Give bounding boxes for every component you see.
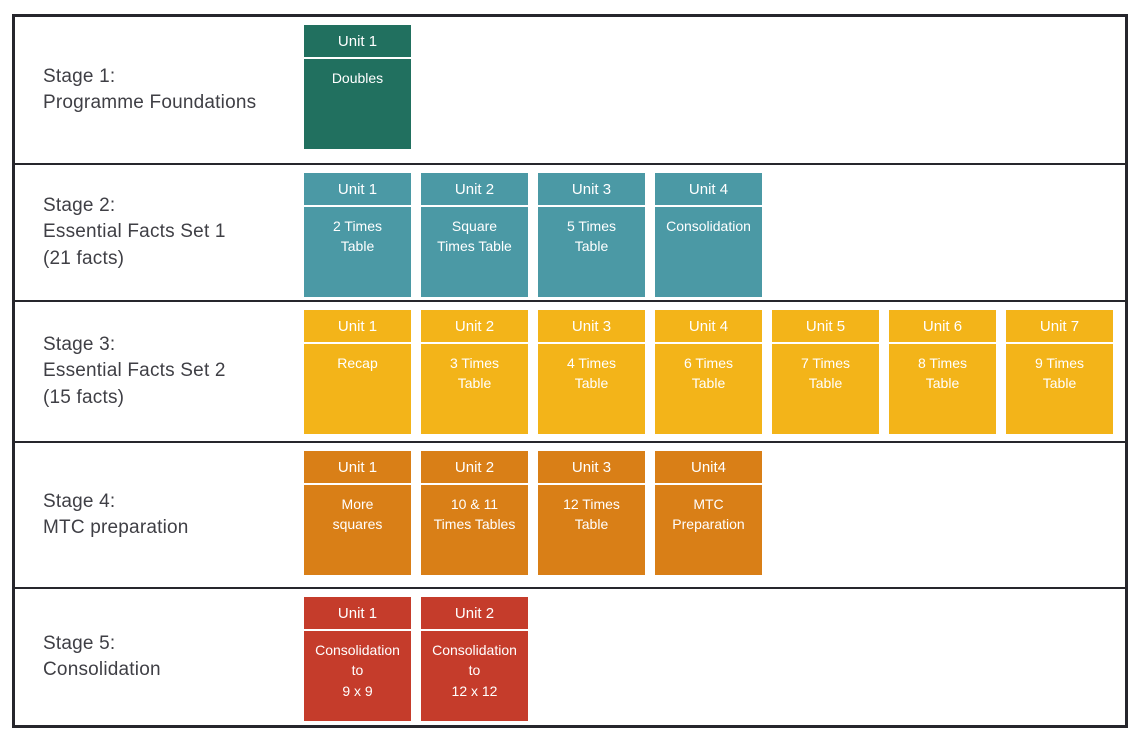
stage-4-unit-4-card: Unit4 MTC Preparation (655, 451, 762, 575)
stage-2-unit-4-card: Unit 4 Consolidation (655, 173, 762, 297)
unit-title: Unit 1 (304, 310, 411, 344)
unit-title: Unit 1 (304, 173, 411, 207)
stage-row-2: Stage 2: Essential Facts Set 1 (21 facts… (15, 163, 1125, 300)
unit-title: Unit 1 (304, 597, 411, 631)
stage-row-5: Stage 5: Consolidation Unit 1 Consolidat… (15, 587, 1125, 725)
stage-5-unit-2-card: Unit 2 Consolidation to 12 x 12 (421, 597, 528, 721)
stage-5-label-cell: Stage 5: Consolidation (15, 589, 304, 725)
unit-topic: 10 & 11 Times Tables (433, 496, 516, 533)
unit-title: Unit 4 (655, 173, 762, 207)
unit-topic: Consolidation to 9 x 9 (315, 642, 400, 699)
unit-title: Unit 1 (304, 451, 411, 485)
stage-2-unit-2-card: Unit 2 Square Times Table (421, 173, 528, 297)
stage-row-4: Stage 4: MTC preparation Unit 1 More squ… (15, 441, 1125, 587)
unit-topic: 9 Times Table (1034, 355, 1084, 392)
unit-topic: 4 Times Table (566, 355, 616, 392)
unit-title: Unit 2 (421, 451, 528, 485)
unit-topic: Doubles (331, 70, 384, 86)
unit-title: Unit 2 (421, 310, 528, 344)
unit-topic: Recap (337, 355, 378, 371)
unit-title: Unit4 (655, 451, 762, 485)
unit-title: Unit 4 (655, 310, 762, 344)
stage-3-label-cell: Stage 3: Essential Facts Set 2 (15 facts… (15, 302, 304, 441)
stage-1-unit-1-card: Unit 1 Doubles (304, 25, 411, 149)
unit-title: Unit 2 (421, 173, 528, 207)
stage-2-label: Stage 2: Essential Facts Set 1 (21 facts… (43, 195, 226, 269)
unit-topic: MTC Preparation (672, 496, 745, 533)
unit-topic: Square Times Table (437, 218, 512, 255)
unit-title: Unit 3 (538, 310, 645, 344)
stage-5-units: Unit 1 Consolidation to 9 x 9 Unit 2 Con… (304, 589, 528, 725)
unit-topic: 6 Times Table (683, 355, 733, 392)
unit-topic: More squares (332, 496, 383, 533)
stage-5-unit-1-card: Unit 1 Consolidation to 9 x 9 (304, 597, 411, 721)
stage-3-unit-2-card: Unit 2 3 Times Table (421, 310, 528, 434)
stage-4-unit-2-card: Unit 2 10 & 11 Times Tables (421, 451, 528, 575)
stage-3-unit-1-card: Unit 1 Recap (304, 310, 411, 434)
unit-title: Unit 6 (889, 310, 996, 344)
unit-topic: 12 Times Table (563, 496, 620, 533)
stage-3-unit-7-card: Unit 7 9 Times Table (1006, 310, 1113, 434)
unit-title: Unit 7 (1006, 310, 1113, 344)
stage-4-unit-3-card: Unit 3 12 Times Table (538, 451, 645, 575)
stage-2-unit-1-card: Unit 1 2 Times Table (304, 173, 411, 297)
unit-title: Unit 5 (772, 310, 879, 344)
stage-4-label-cell: Stage 4: MTC preparation (15, 443, 304, 587)
unit-title: Unit 3 (538, 173, 645, 207)
programme-overview-table: Stage 1: Programme Foundations Unit 1 Do… (12, 14, 1128, 728)
stage-3-label: Stage 3: Essential Facts Set 2 (15 facts… (43, 334, 226, 408)
stage-2-label-cell: Stage 2: Essential Facts Set 1 (21 facts… (15, 165, 304, 300)
unit-topic: 8 Times Table (917, 355, 967, 392)
stage-3-unit-6-card: Unit 6 8 Times Table (889, 310, 996, 434)
unit-title: Unit 1 (304, 25, 411, 59)
stage-2-units: Unit 1 2 Times Table Unit 2 Square Times… (304, 165, 762, 300)
unit-topic: Consolidation to 12 x 12 (432, 642, 517, 699)
stage-1-label-cell: Stage 1: Programme Foundations (15, 17, 304, 163)
stage-4-unit-1-card: Unit 1 More squares (304, 451, 411, 575)
stage-4-label: Stage 4: MTC preparation (43, 490, 189, 538)
unit-topic: 5 Times Table (566, 218, 616, 255)
stage-1-units: Unit 1 Doubles (304, 17, 411, 163)
unit-topic: 3 Times Table (449, 355, 499, 392)
stage-3-unit-4-card: Unit 4 6 Times Table (655, 310, 762, 434)
stage-1-label: Stage 1: Programme Foundations (43, 65, 257, 113)
unit-topic: 7 Times Table (800, 355, 850, 392)
stage-3-unit-5-card: Unit 5 7 Times Table (772, 310, 879, 434)
stage-3-unit-3-card: Unit 3 4 Times Table (538, 310, 645, 434)
unit-topic: Consolidation (666, 218, 751, 234)
stage-row-1: Stage 1: Programme Foundations Unit 1 Do… (15, 17, 1125, 163)
unit-title: Unit 2 (421, 597, 528, 631)
stage-4-units: Unit 1 More squares Unit 2 10 & 11 Times… (304, 443, 762, 587)
stage-5-label: Stage 5: Consolidation (43, 632, 161, 680)
unit-topic: 2 Times Table (332, 218, 382, 255)
stage-2-unit-3-card: Unit 3 5 Times Table (538, 173, 645, 297)
stage-row-3: Stage 3: Essential Facts Set 2 (15 facts… (15, 300, 1125, 441)
stage-3-units: Unit 1 Recap Unit 2 3 Times Table Unit 3… (304, 302, 1113, 441)
unit-title: Unit 3 (538, 451, 645, 485)
